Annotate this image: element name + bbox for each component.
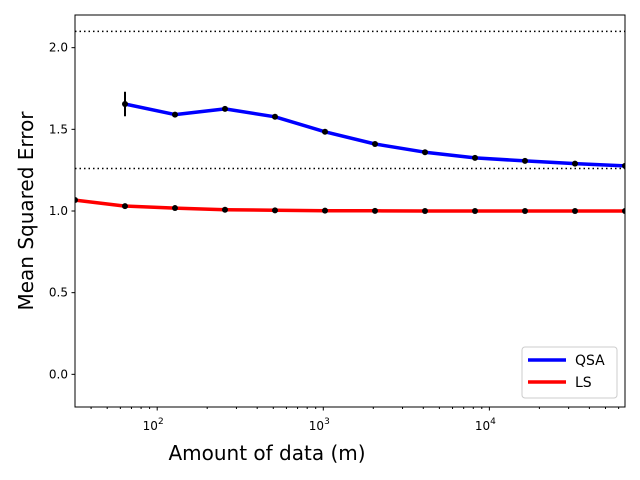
data-point-qsa — [322, 128, 328, 135]
data-point-ls — [372, 207, 378, 214]
data-point-qsa — [572, 160, 578, 167]
y-tick-label: 0.5 — [49, 286, 68, 300]
data-point-qsa — [222, 105, 228, 112]
data-point-qsa — [622, 162, 625, 169]
data-point-qsa — [372, 141, 378, 148]
legend: QSA LS — [521, 346, 618, 399]
x-tick-label: 103 — [309, 417, 330, 433]
data-point-ls — [572, 208, 578, 214]
data-point-qsa — [422, 149, 428, 156]
y-tick-label: 1.0 — [49, 204, 68, 218]
data-point-ls — [322, 207, 328, 214]
data-point-ls — [422, 208, 428, 214]
data-point-ls — [122, 203, 128, 210]
data-point-ls — [222, 206, 228, 213]
data-point-qsa — [122, 101, 128, 108]
x-tick-label: 104 — [475, 417, 496, 433]
y-tick-label: 2.0 — [49, 41, 68, 55]
data-point-ls — [172, 205, 178, 212]
legend-label-qsa: QSA — [575, 353, 605, 369]
x-tick-exponent: 2 — [158, 417, 164, 427]
series-line-qsa — [124, 102, 625, 168]
data-point-ls — [622, 208, 625, 214]
data-point-qsa — [172, 111, 178, 118]
data-point-qsa — [272, 113, 278, 120]
y-axis-label: Mean Squared Error — [14, 111, 38, 311]
y-tick-label: 1.5 — [49, 122, 68, 136]
x-tick-label: 102 — [143, 417, 164, 433]
axis-ticks: 0.0 0.5 1.0 1.5 2.0 102 103 104 — [49, 41, 620, 433]
y-tick-label: 0.0 — [49, 367, 68, 381]
data-point-ls — [272, 207, 278, 214]
x-tick-exponent: 3 — [324, 417, 330, 427]
data-point-qsa — [472, 154, 478, 161]
data-point-ls — [75, 197, 78, 204]
plot-area — [75, 30, 625, 214]
x-tick-exponent: 4 — [490, 417, 496, 427]
data-point-ls — [472, 208, 478, 214]
plot-marks — [75, 30, 625, 214]
x-axis-label: Amount of data (m) — [168, 441, 365, 465]
data-point-qsa — [522, 157, 528, 164]
data-point-ls — [522, 208, 528, 214]
series-line-ls — [75, 198, 625, 213]
legend-label-ls: LS — [575, 375, 592, 391]
